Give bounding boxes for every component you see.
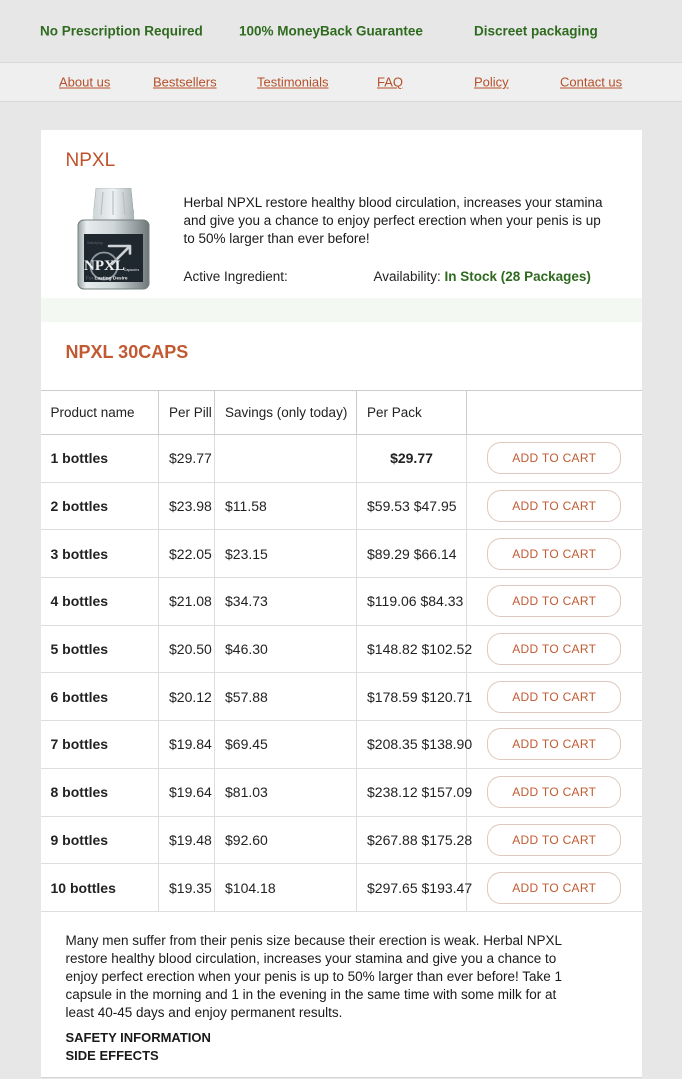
svg-text:Satisfying: Satisfying — [87, 241, 103, 245]
svg-text:For Lasting Desire: For Lasting Desire — [86, 276, 128, 282]
svg-text:NPXL: NPXL — [84, 258, 125, 274]
svg-text:Capsules: Capsules — [124, 268, 139, 272]
